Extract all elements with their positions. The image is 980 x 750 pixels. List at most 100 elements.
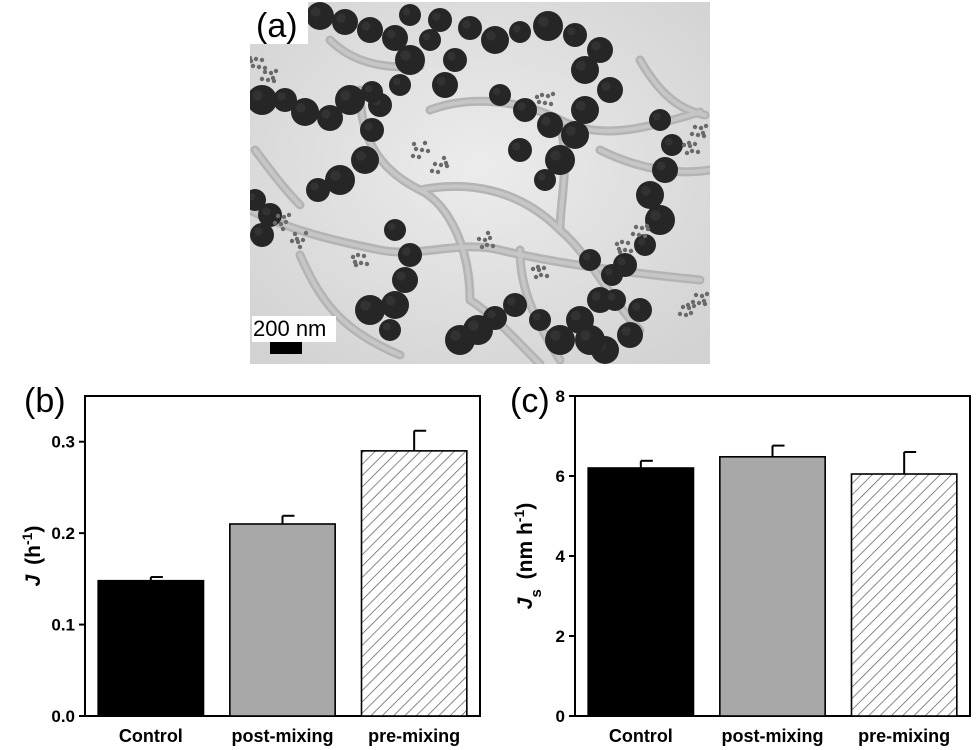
nanoparticle-highlight <box>580 330 591 341</box>
nanoparticle-highlight <box>392 77 401 86</box>
panel-b-bars <box>97 429 468 717</box>
nanoparticle <box>575 325 605 355</box>
small-particle <box>617 249 623 255</box>
small-particle <box>476 236 482 242</box>
nanoparticle-highlight <box>262 207 271 216</box>
nanoparticle-highlight <box>565 125 576 136</box>
small-particle <box>695 132 701 138</box>
small-particle <box>548 101 554 107</box>
small-particle <box>441 155 447 161</box>
category-label: post-mixing <box>232 726 334 746</box>
nanoparticle-highlight <box>567 27 576 36</box>
nanoparticle-highlight <box>575 100 586 111</box>
nanoparticle-highlight <box>591 291 601 301</box>
micrograph-particles <box>250 2 710 364</box>
small-particle <box>358 260 364 266</box>
small-particle <box>534 94 540 100</box>
small-particle <box>550 91 556 97</box>
small-particle <box>693 292 699 298</box>
bar-post-mixing <box>719 455 826 717</box>
fiber-highlight <box>253 148 302 207</box>
nanoparticle <box>458 16 482 40</box>
small-particle <box>704 291 710 297</box>
small-particle <box>286 212 292 218</box>
nanoparticle <box>428 8 452 32</box>
small-particle <box>636 232 642 238</box>
small-particle <box>273 68 279 74</box>
small-particle <box>265 77 271 83</box>
nanoparticle <box>398 243 422 267</box>
nanoparticle <box>443 48 467 72</box>
nanoparticle <box>379 319 401 341</box>
nanoparticle-highlight <box>492 87 501 96</box>
small-particle <box>259 57 265 63</box>
nanoparticle-highlight <box>250 192 256 201</box>
nanoparticle-highlight <box>432 12 441 21</box>
small-particle <box>435 169 441 175</box>
small-particle <box>484 242 490 248</box>
small-particle <box>536 267 542 273</box>
small-particle <box>630 231 636 237</box>
fiber-highlight <box>468 298 542 364</box>
nanoparticle <box>597 77 623 103</box>
nanoparticle <box>601 264 623 286</box>
y-tick-label: 0.3 <box>51 433 75 452</box>
nanoparticle <box>508 138 532 162</box>
nanoparticle-highlight <box>310 182 319 191</box>
nanoparticle <box>534 169 556 191</box>
small-particle <box>410 153 416 159</box>
bar-control <box>587 467 695 717</box>
nanoparticle <box>571 56 599 84</box>
nanoparticle-highlight <box>254 227 263 236</box>
nanoparticle <box>392 267 418 293</box>
small-particle <box>355 252 361 258</box>
bar-control <box>97 579 205 717</box>
panel-c-x-axis: Control post-mixing pre-mixing <box>609 726 950 746</box>
nanoparticle-highlight <box>541 116 551 126</box>
small-particle <box>361 253 367 259</box>
small-particle <box>698 125 704 131</box>
small-particle <box>278 221 284 227</box>
nanoparticle-highlight <box>507 297 516 306</box>
nanoparticle-highlight <box>336 13 346 23</box>
small-particle <box>699 293 705 299</box>
small-particle <box>614 241 620 247</box>
nanoparticle <box>306 178 330 202</box>
nanoparticle <box>361 81 383 103</box>
small-particle <box>271 78 277 84</box>
small-particle <box>281 214 287 220</box>
nanoparticle <box>636 181 664 209</box>
small-particle <box>262 69 268 75</box>
nanoparticle <box>661 134 683 156</box>
small-particle <box>691 303 697 309</box>
nanoparticle-highlight <box>386 29 396 39</box>
small-particle <box>411 141 417 147</box>
small-particle <box>438 162 444 168</box>
nanoparticle-highlight <box>512 24 521 33</box>
nanoparticle-highlight <box>652 112 661 121</box>
nanoparticle <box>503 293 527 317</box>
small-particle <box>639 225 645 231</box>
nanoparticle-highlight <box>468 320 479 331</box>
nanoparticle-highlight <box>321 109 331 119</box>
small-particle <box>280 226 286 232</box>
nanoparticle-highlight <box>450 330 461 341</box>
nanoparticle-highlight <box>532 312 541 321</box>
category-label: pre-mixing <box>368 726 460 746</box>
panel-b-y-axis-title: J (h-1) <box>19 526 45 587</box>
y-tick-label: 0.2 <box>51 524 75 543</box>
nanoparticle-highlight <box>447 52 456 61</box>
category-label: post-mixing <box>722 726 824 746</box>
panel-a-micrograph: (a) 200 nm <box>250 2 710 364</box>
nanoparticle <box>335 85 365 115</box>
small-particle <box>364 261 370 267</box>
nanoparticle-highlight <box>252 90 263 101</box>
nanoparticle <box>332 9 358 35</box>
small-particle <box>544 273 550 279</box>
small-particle <box>687 143 693 149</box>
nanoparticle-highlight <box>617 257 626 266</box>
small-particle <box>253 56 259 62</box>
nanoparticle-highlight <box>664 137 673 146</box>
small-particle <box>425 148 431 154</box>
small-particle <box>619 239 625 245</box>
